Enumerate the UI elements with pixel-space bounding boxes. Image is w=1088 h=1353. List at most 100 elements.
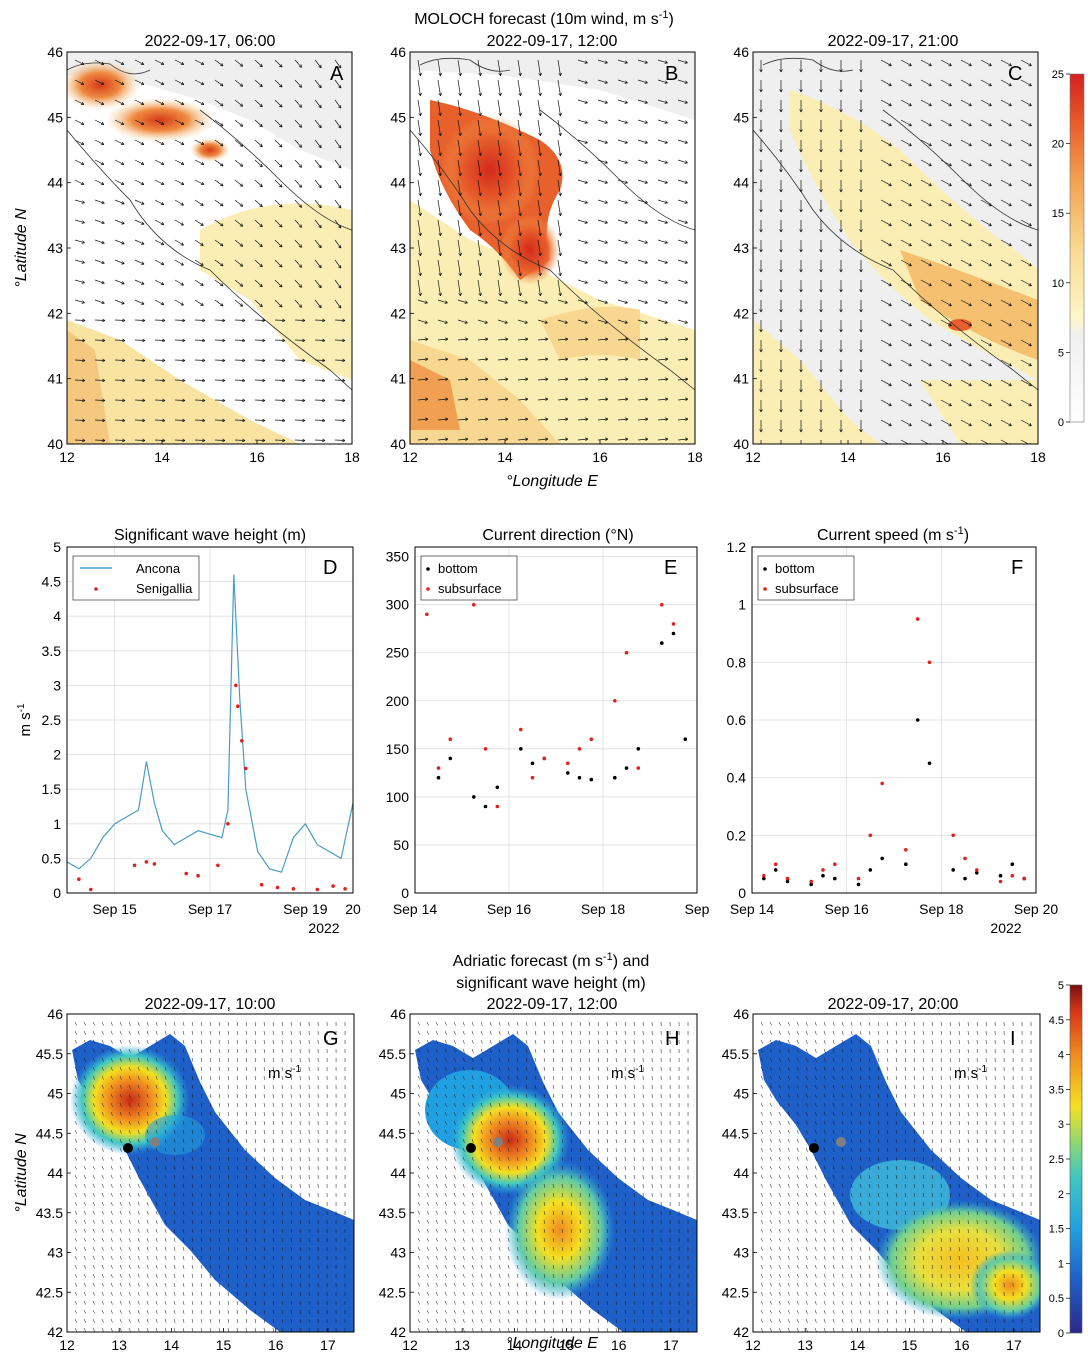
wind-vector: [859, 1111, 862, 1116]
wind-vector-head: [418, 232, 422, 237]
wind-vector: [74, 279, 85, 284]
wind-vector: [617, 418, 628, 421]
wind-vector: [597, 1273, 599, 1278]
wind-vector-head: [819, 349, 823, 353]
wind-vector: [444, 1255, 447, 1260]
data-point-senigallia: [240, 739, 244, 743]
wind-vector-head: [458, 192, 462, 197]
wind-vector-head: [160, 141, 165, 145]
wind-vector: [497, 438, 508, 441]
wind-vector: [552, 1057, 555, 1062]
wind-vector: [606, 1255, 608, 1260]
map-panel-a: 2022-09-17, 06:00 A 12 14 16 18404142434445…: [13, 33, 360, 465]
wind-vector-head: [988, 343, 992, 347]
wind-vector: [334, 119, 342, 129]
wind-vector: [137, 1174, 140, 1179]
wind-vector-head: [685, 337, 689, 341]
wind-vector: [444, 1138, 447, 1143]
wind-vector: [477, 139, 481, 156]
wind-vector-head: [819, 369, 823, 373]
wind-vector: [462, 1183, 465, 1188]
wind-vector: [119, 1048, 122, 1053]
wind-vector-head: [928, 183, 932, 187]
wind-vector: [173, 1057, 176, 1062]
wind-vector: [294, 179, 302, 188]
wind-vector: [787, 1030, 790, 1035]
wind-vector: [128, 1084, 131, 1089]
wind-vector: [588, 1138, 590, 1143]
wind-vector: [617, 219, 628, 224]
wind-vector: [453, 1264, 456, 1269]
wind-vector: [615, 1210, 617, 1215]
wind-vector-head: [888, 83, 892, 87]
wind-vector: [814, 1120, 817, 1125]
wind-vector: [146, 1165, 149, 1170]
wind-vector-head: [968, 303, 972, 307]
wind-vector: [525, 1120, 528, 1125]
panel-letter: F: [1011, 557, 1023, 579]
wind-vector: [832, 1228, 835, 1233]
data-point-bottom: [448, 756, 453, 761]
wind-vector-head: [478, 232, 482, 237]
wind-vector-head: [141, 221, 145, 225]
wind-vector: [579, 1021, 581, 1026]
wind-vector: [209, 1084, 212, 1089]
wind-vector: [155, 1102, 158, 1107]
wind-vector-head: [338, 265, 342, 269]
wind-vector: [880, 199, 892, 207]
x-tick-label: 16: [611, 1337, 627, 1353]
wind-vector: [110, 1075, 113, 1080]
wind-vector: [570, 1192, 573, 1197]
wind-vector: [137, 1138, 140, 1143]
wind-vector-head: [1008, 423, 1012, 427]
wind-vector-head: [485, 337, 489, 341]
wind-vector: [426, 1156, 429, 1161]
wind-vector: [677, 418, 688, 421]
wind-vector: [263, 1030, 265, 1035]
wind-vector: [227, 1273, 230, 1278]
wind-vector: [173, 1327, 176, 1332]
wind-vector-head: [505, 437, 509, 441]
wind-vector-head: [645, 377, 649, 381]
wind-vector: [154, 79, 165, 85]
wind-vector-head: [100, 101, 105, 105]
wind-vector: [537, 159, 541, 176]
wind-vector: [101, 1318, 104, 1323]
wind-vector: [570, 1093, 573, 1098]
wind-vector: [272, 1309, 274, 1314]
wind-vector: [615, 1237, 617, 1242]
wind-vector: [294, 159, 302, 168]
wind-vector-head: [908, 403, 912, 407]
wind-vector-head: [262, 338, 266, 343]
wind-vector: [134, 219, 145, 225]
wind-vector: [154, 279, 164, 285]
wind-vector: [769, 1201, 772, 1206]
wind-vector: [537, 179, 541, 196]
wind-vector: [489, 1237, 492, 1242]
wind-vector: [173, 1318, 176, 1323]
wind-vector: [900, 379, 912, 387]
wind-vector: [146, 1309, 149, 1314]
wind-vector-head: [458, 292, 462, 297]
wind-vector: [588, 1300, 590, 1305]
wind-vector: [940, 1111, 942, 1116]
wind-vector: [507, 1318, 510, 1323]
wind-vector: [579, 1030, 581, 1035]
wind-vector: [453, 1210, 456, 1215]
wind-vector: [787, 1111, 790, 1116]
wind-vector: [254, 1039, 256, 1044]
data-point-subsurface: [975, 868, 979, 872]
wind-vector: [435, 1138, 438, 1143]
wind-vector-head: [888, 283, 892, 287]
wind-vector: [417, 1057, 420, 1062]
wind-vector: [657, 378, 668, 381]
wind-vector: [314, 139, 322, 148]
wind-vector: [637, 299, 648, 304]
wind-vector: [497, 378, 508, 381]
wind-vector: [191, 1075, 194, 1080]
wind-vector: [272, 1057, 274, 1062]
wind-vector: [272, 1129, 274, 1134]
x-axis-label: °Longitude E: [506, 1335, 598, 1352]
wind-vector: [173, 1228, 176, 1233]
wind-vector-head: [445, 417, 449, 421]
